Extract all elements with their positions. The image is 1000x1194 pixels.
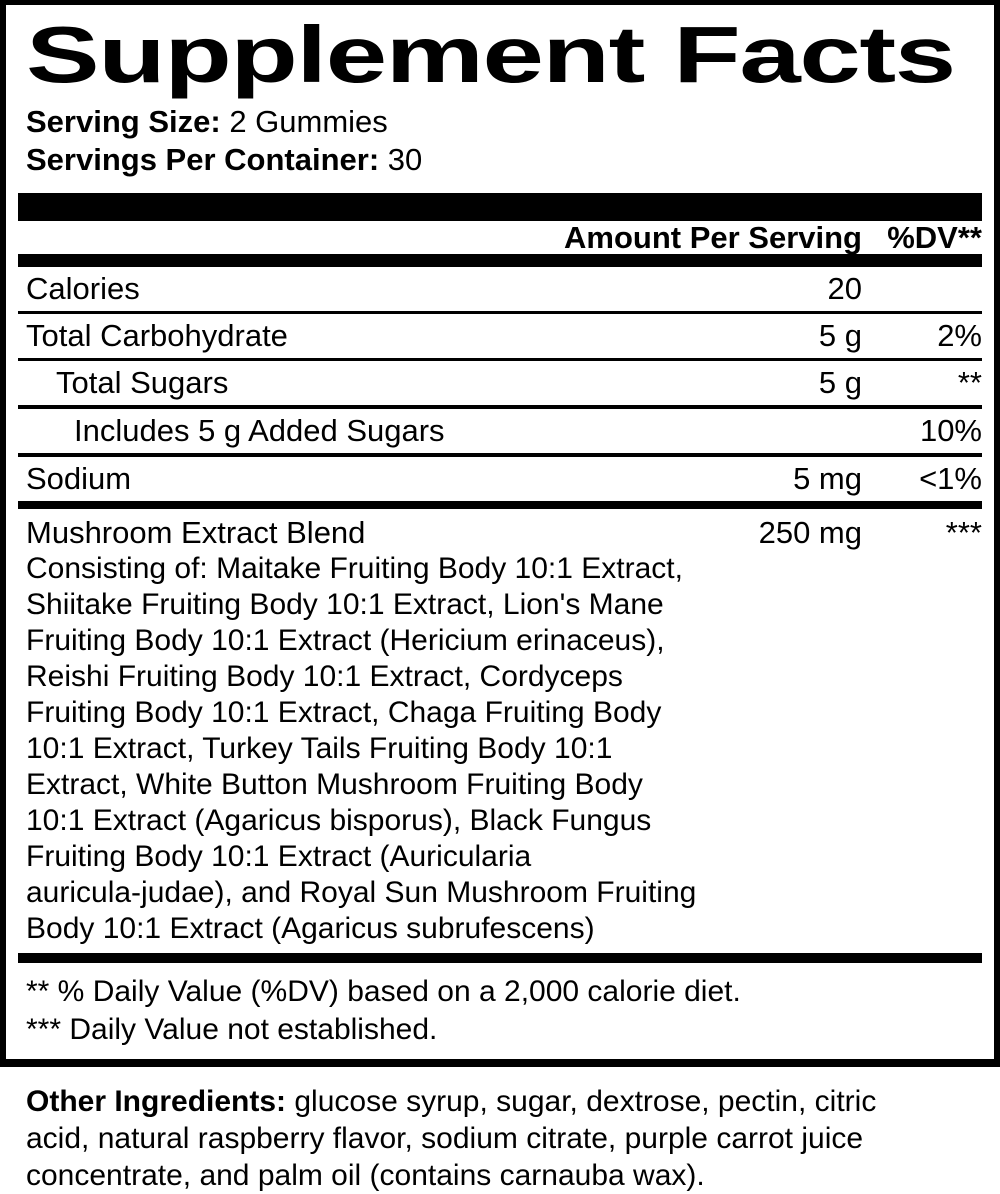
blend-description: Consisting of: Maitake Fruiting Body 10:… — [26, 552, 697, 945]
nutrient-row-total-sugars: Total Sugars 5 g ** — [18, 361, 982, 409]
footnotes: ** % Daily Value (%DV) based on a 2,000 … — [18, 963, 982, 1059]
nutrient-name: Calories — [26, 271, 140, 306]
serving-size-line: Serving Size: 2 Gummies — [18, 103, 982, 141]
column-header-row: Amount Per Serving %DV** — [18, 219, 982, 267]
blend-amount: 250 mg — [758, 515, 862, 550]
nutrient-dv: 2% — [937, 318, 982, 353]
nutrient-name: Total Carbohydrate — [26, 318, 288, 353]
dv-header: %DV** — [887, 219, 982, 255]
nutrient-row-sodium: Sodium 5 mg <1% — [18, 457, 982, 509]
nutrient-amount: 5 g — [818, 318, 862, 353]
amount-per-serving-header: Amount Per Serving — [564, 219, 862, 255]
serving-size-value: 2 Gummies — [229, 104, 388, 139]
nutrient-dv: ** — [957, 365, 982, 400]
mushroom-blend-section: Mushroom Extract Blend 250 mg *** Consis… — [18, 509, 982, 953]
other-ingredients-label: Other Ingredients: — [26, 1085, 287, 1118]
nutrient-name: Includes 5 g Added Sugars — [74, 413, 445, 448]
blend-header-row: Mushroom Extract Blend 250 mg *** — [26, 515, 982, 551]
thick-divider-bottom — [18, 953, 982, 963]
nutrient-dv: 10% — [919, 413, 982, 448]
nutrient-dv: <1% — [919, 461, 982, 496]
nutrient-row-calories: Calories 20 — [18, 267, 982, 314]
nutrient-amount: 5 g — [818, 365, 862, 400]
nutrient-name: Total Sugars — [56, 365, 229, 400]
blend-name: Mushroom Extract Blend — [26, 515, 366, 550]
nutrient-row-total-carbohydrate: Total Carbohydrate 5 g 2% — [18, 314, 982, 361]
other-ingredients: Other Ingredients: glucose syrup, sugar,… — [26, 1083, 986, 1194]
servings-per-container-label: Servings Per Container: — [26, 142, 380, 177]
nutrient-row-added-sugars: Includes 5 g Added Sugars 10% — [18, 409, 982, 457]
thick-divider-top — [18, 193, 982, 221]
supplement-facts-panel: Supplement Facts Serving Size: 2 Gummies… — [0, 0, 1000, 1067]
servings-per-container-line: Servings Per Container: 30 — [18, 141, 982, 179]
footnote-daily-value: ** % Daily Value (%DV) based on a 2,000 … — [26, 975, 741, 1008]
nutrient-name: Sodium — [26, 461, 132, 496]
nutrient-amount: 20 — [827, 271, 862, 306]
serving-size-label: Serving Size: — [26, 104, 221, 139]
panel-title: Supplement Facts — [26, 10, 956, 99]
servings-per-container-value: 30 — [387, 142, 423, 177]
other-ingredients-text: glucose syrup, sugar, dextrose, pectin, … — [26, 1085, 877, 1192]
footnote-not-established: *** Daily Value not established. — [26, 1013, 438, 1046]
blend-dv: *** — [945, 515, 982, 550]
nutrient-amount: 5 mg — [793, 461, 862, 496]
